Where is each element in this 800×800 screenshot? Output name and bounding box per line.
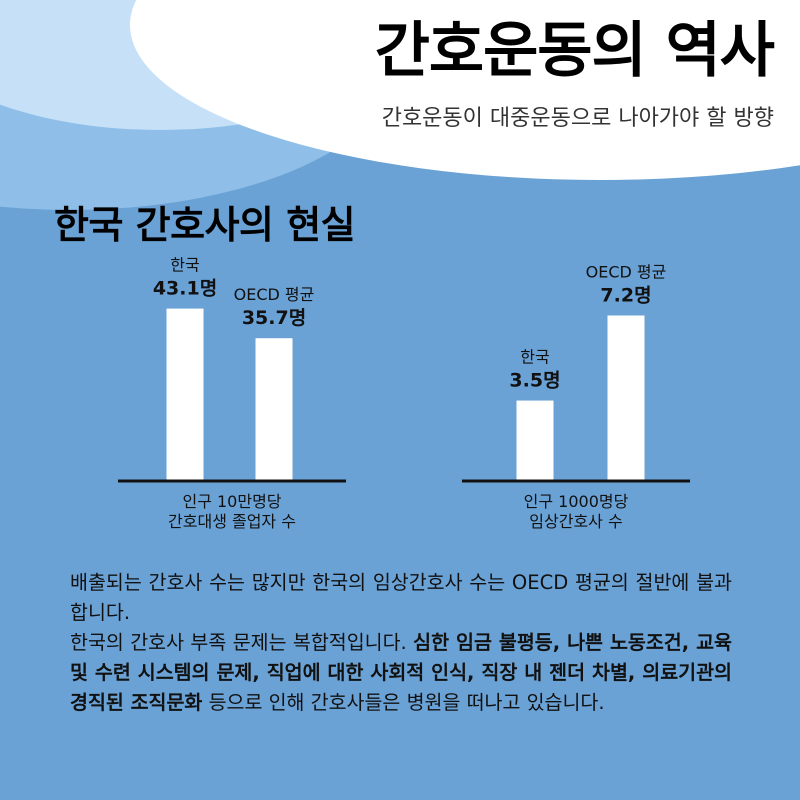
chart2-bar-1: [516, 400, 554, 481]
chart1-bar-1: [166, 308, 204, 481]
section-title: 한국 간호사의 현실: [54, 203, 356, 247]
chart2-xlabel-line-1: 인구 1000명당: [524, 492, 629, 511]
page-title: 간호운동의 역사: [374, 16, 775, 86]
chart2-bar-2-category: OECD 평균: [586, 262, 667, 281]
chart2-bar-1-category: 한국: [520, 348, 549, 367]
chart2-bar-2: [607, 315, 645, 481]
chart1-xlabel-line-1: 인구 10만명당: [182, 492, 281, 511]
chart1-bar-1-value-label: 43.1명: [153, 278, 217, 300]
body-paragraph-2-start: 한국의 간호사 부족 문제는 복합적입니다.: [70, 631, 414, 654]
chart1-bar-1-category: 한국: [170, 256, 199, 275]
chart1-bar-2-category: OECD 평균: [234, 285, 315, 304]
chart1-bar-2: [255, 338, 293, 481]
chart2-xlabel-line-2: 임상간호사 수: [529, 512, 622, 531]
header-white-shape: [130, 0, 800, 180]
body-paragraph-2-bold: 심한 임금 불평등, 나쁜 노동조건, 교육 및 수련 시스템의 문제, 직업에…: [70, 631, 732, 714]
body-text: 배출되는 간호사 수는 많지만 한국의 임상간호사 수는 OECD 평균의 절반…: [70, 568, 732, 718]
body-paragraph-1: 배출되는 간호사 수는 많지만 한국의 임상간호사 수는 OECD 평균의 절반…: [70, 571, 732, 624]
body-paragraph-2-end: 등으로 인해 간호사들은 병원을 떠나고 있습니다.: [202, 691, 605, 714]
chart2-bar-1-value-label: 3.5명: [509, 370, 560, 392]
page-subtitle: 간호운동이 대중운동으로 나아가야 할 방향: [381, 106, 774, 131]
chart1-bar-2-value-label: 35.7명: [242, 307, 306, 329]
chart1-xlabel-line-2: 간호대생 졸업자 수: [168, 512, 296, 531]
body-paragraph-2: 한국의 간호사 부족 문제는 복합적입니다. 심한 임금 불평등, 나쁜 노동조…: [70, 628, 732, 718]
chart2-bar-2-value-label: 7.2명: [600, 284, 651, 306]
